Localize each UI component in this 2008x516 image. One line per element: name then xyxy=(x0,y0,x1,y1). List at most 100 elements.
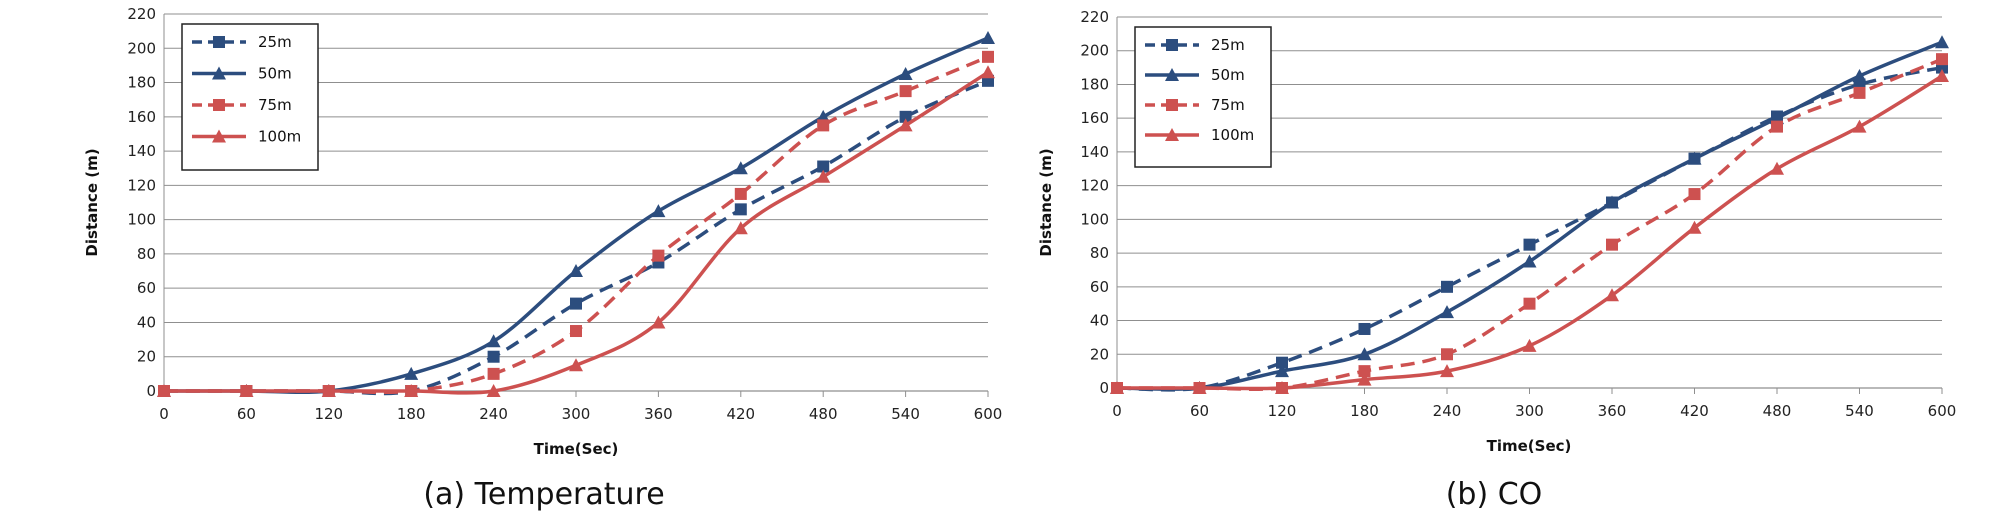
data-point-75m xyxy=(570,325,582,338)
legend: 25m 50m 75m 100m xyxy=(1134,26,1272,168)
y-tick-label: 160 xyxy=(1080,109,1109,127)
y-tick-label: 180 xyxy=(127,74,156,92)
series-100m xyxy=(1110,69,1949,394)
data-point-75m xyxy=(734,187,747,200)
data-point-50m xyxy=(404,366,419,380)
legend-box xyxy=(1134,26,1272,168)
legend-marker-75m xyxy=(213,99,225,111)
y-tick-label: 200 xyxy=(1080,42,1109,60)
data-point-100m xyxy=(404,384,419,397)
data-point-50m xyxy=(1935,35,1949,49)
data-point-50m xyxy=(981,30,995,44)
data-point-100m xyxy=(898,118,913,132)
y-tick-label: 80 xyxy=(1090,244,1109,262)
y-tick-label: 60 xyxy=(137,279,156,297)
x-axis-title: Time(Sec) xyxy=(534,440,619,458)
x-tick-label: 120 xyxy=(314,405,343,423)
y-tick-label: 20 xyxy=(1090,345,1109,363)
x-tick-label: 240 xyxy=(1433,402,1462,420)
x-tick-label: 0 xyxy=(159,405,169,423)
data-point-100m xyxy=(1110,381,1124,394)
data-point-100m xyxy=(1770,161,1784,175)
data-point-75m xyxy=(899,85,912,98)
x-tick-label: 600 xyxy=(974,405,1003,423)
x-tick-label: 180 xyxy=(397,405,426,423)
chart-co: 0 20 40 60 80 100 120 140 160 180 200 220 0 60 120 180 2… xyxy=(1037,8,1956,512)
data-point-75m xyxy=(487,367,500,380)
y-tick-label: 120 xyxy=(1080,177,1109,195)
x-tick-label: 600 xyxy=(1928,402,1957,420)
y-axis-title: Distance (m) xyxy=(1037,148,1055,256)
data-point-100m xyxy=(1522,338,1537,352)
x-tick-label: 420 xyxy=(1680,402,1709,420)
data-point-25m xyxy=(899,110,912,123)
data-point-75m xyxy=(817,119,830,132)
data-point-100m xyxy=(816,169,831,183)
data-point-100m xyxy=(1935,69,1949,83)
data-point-50m xyxy=(1605,195,1619,209)
legend-label-25m: 25m xyxy=(258,33,292,51)
data-point-25m xyxy=(570,297,582,310)
y-tick-label: 200 xyxy=(127,39,156,57)
x-tick-label: 300 xyxy=(562,405,591,423)
data-point-50m xyxy=(1440,305,1454,319)
y-tick-label: 60 xyxy=(1090,278,1109,296)
data-point-50m xyxy=(1357,347,1372,361)
legend-label-50m: 50m xyxy=(258,65,292,83)
data-point-100m xyxy=(733,221,748,235)
data-point-50m xyxy=(1522,254,1537,268)
data-point-50m xyxy=(486,334,501,348)
data-point-50m xyxy=(1275,364,1289,378)
chart-caption: (a) Temperature xyxy=(423,477,664,512)
x-tick-label: 540 xyxy=(891,405,920,423)
data-point-75m xyxy=(1771,120,1783,133)
x-tick-label: 120 xyxy=(1268,402,1297,420)
x-axis-title: Time(Sec) xyxy=(1487,437,1572,455)
data-point-75m xyxy=(982,50,994,63)
data-point-25m xyxy=(734,203,747,216)
y-tick-label: 40 xyxy=(1090,312,1109,330)
legend-marker-75m xyxy=(1166,99,1178,111)
y-tick-label: 40 xyxy=(137,313,156,331)
legend: 25m 50m 75m 100m xyxy=(181,23,319,171)
data-point-50m xyxy=(898,66,913,80)
data-point-100m xyxy=(1192,381,1207,394)
data-point-75m xyxy=(1606,238,1618,251)
legend-marker-50m xyxy=(1165,68,1179,81)
data-point-50m xyxy=(569,264,583,278)
chart-caption: (b) CO xyxy=(1446,477,1543,512)
data-point-25m xyxy=(487,350,500,363)
data-point-100m xyxy=(651,315,666,329)
y-tick-label: 220 xyxy=(1080,8,1109,26)
legend-label-75m: 75m xyxy=(1211,96,1245,114)
data-point-25m xyxy=(1523,238,1536,251)
x-tick-label: 60 xyxy=(1190,402,1209,420)
data-point-75m xyxy=(1853,86,1866,99)
legend-box xyxy=(181,23,319,171)
data-point-25m xyxy=(1276,356,1288,369)
data-point-100m xyxy=(1687,220,1702,234)
legend-marker-50m xyxy=(212,66,226,80)
y-tick-label: 140 xyxy=(127,142,156,160)
y-tick-label: 0 xyxy=(1099,379,1109,397)
x-tick-label: 420 xyxy=(726,405,755,423)
x-tick-label: 180 xyxy=(1350,402,1379,420)
y-tick-label: 100 xyxy=(1080,210,1109,228)
y-axis-title: Distance (m) xyxy=(83,148,101,256)
y-tick-label: 180 xyxy=(1080,75,1109,93)
data-point-100m xyxy=(1605,288,1619,302)
x-tick-label: 60 xyxy=(237,405,256,423)
data-point-75m xyxy=(652,249,665,262)
data-point-75m xyxy=(1441,348,1453,361)
data-point-50m xyxy=(1687,151,1702,165)
x-tick-label: 240 xyxy=(479,405,508,423)
x-tick-label: 300 xyxy=(1515,402,1544,420)
y-tick-label: 160 xyxy=(127,108,156,126)
data-point-100m xyxy=(239,384,254,397)
data-point-25m xyxy=(817,160,830,173)
y-tick-label: 80 xyxy=(137,245,156,263)
x-tick-label: 360 xyxy=(1598,402,1627,420)
data-point-25m xyxy=(1441,280,1453,293)
legend-marker-100m xyxy=(1165,128,1179,141)
